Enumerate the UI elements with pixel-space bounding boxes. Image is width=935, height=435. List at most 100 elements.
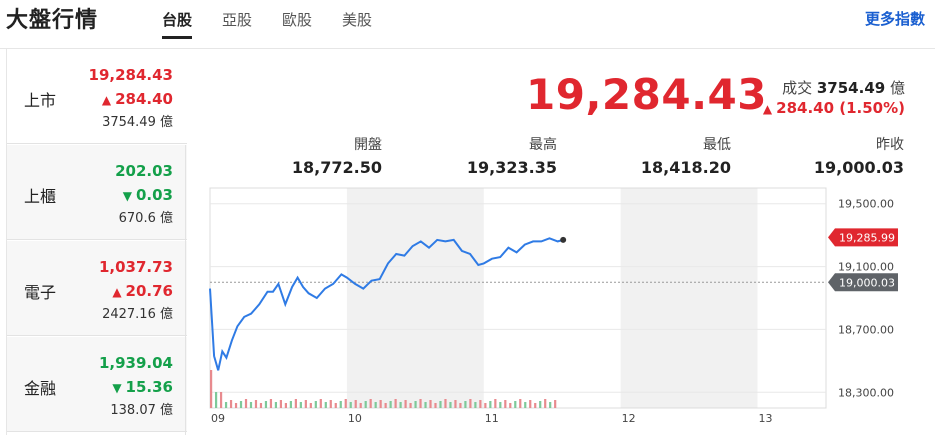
- volume-bar: [309, 403, 312, 408]
- volume-bar: [544, 399, 547, 408]
- volume-bar: [210, 370, 213, 408]
- volume-bar: [369, 399, 372, 408]
- volume-bar: [229, 400, 233, 408]
- more-indices-link[interactable]: 更多指數: [864, 10, 925, 28]
- y-tick-label: 18,700.00: [838, 323, 894, 336]
- trade-volume: 成交 3754.49 億: [782, 77, 905, 98]
- volume-bar: [449, 402, 452, 408]
- volume-bar: [384, 403, 387, 408]
- volume-bar: [239, 401, 243, 408]
- volume-bar: [469, 399, 472, 408]
- volume-bar: [424, 402, 427, 408]
- volume-bar: [324, 402, 327, 408]
- volume-bar: [399, 402, 402, 408]
- volume-bar: [374, 402, 377, 408]
- volume-bar: [454, 400, 457, 408]
- volume-bar: [549, 402, 552, 408]
- volume-bar: [414, 401, 417, 408]
- stat-label: 昨收: [876, 137, 904, 153]
- stat-open: 開盤 18,772.50: [222, 134, 382, 177]
- x-tick-label: 13: [759, 412, 773, 425]
- stat-label: 開盤: [354, 137, 382, 153]
- volume-bar: [434, 403, 437, 408]
- volume-bar: [354, 400, 357, 408]
- sidebar-item-listed[interactable]: 上市 19,284.43 284.40 3754.49 億: [7, 49, 187, 144]
- volume-value: 3754.49: [816, 79, 886, 97]
- volume-bar: [259, 403, 263, 408]
- volume-bar: [364, 401, 367, 408]
- y-tick-label: 18,300.00: [838, 386, 894, 399]
- hour-band: [620, 188, 758, 408]
- volume-bar: [509, 403, 512, 408]
- x-tick-label: 12: [622, 412, 636, 425]
- volume-bar: [429, 400, 432, 408]
- sidebar-item-label: 上櫃: [24, 187, 57, 206]
- volume-unit: 億: [889, 79, 905, 97]
- volume-bar: [279, 400, 283, 408]
- volume-bar: [244, 399, 248, 408]
- current-price: 19,284.43: [526, 70, 767, 119]
- volume-bar: [534, 403, 537, 408]
- stat-label: 最低: [703, 137, 731, 153]
- volume-bar: [524, 402, 527, 408]
- prev-close-label: 19,000.03: [839, 276, 895, 289]
- y-tick-label: 19,500.00: [838, 198, 894, 211]
- volume-bar: [214, 392, 218, 408]
- volume-bar: [219, 392, 223, 408]
- tab-asia[interactable]: 亞股: [222, 11, 253, 29]
- prev-close-tag: [828, 273, 898, 292]
- stat-value: 19,323.35: [466, 158, 557, 177]
- index-value: 202.03: [115, 162, 173, 180]
- index-volume: 138.07 億: [110, 403, 173, 418]
- stat-value: 19,000.03: [813, 158, 904, 177]
- sidebar-item-electronics[interactable]: 電子 1,037.73 20.76 2427.16 億: [7, 241, 187, 336]
- volume-bar: [514, 401, 517, 408]
- volume-bar: [519, 399, 522, 408]
- intraday-chart-svg: 19,500.00 19,100.00 18,700.00 18,300.00 09 10…: [209, 187, 898, 425]
- stat-prev-close: 昨收 19,000.03: [744, 134, 904, 177]
- volume-label: 成交: [782, 79, 813, 97]
- volume-bar: [529, 400, 532, 408]
- index-value: 1,037.73: [98, 258, 173, 276]
- tab-us[interactable]: 美股: [342, 11, 373, 29]
- volume-bar: [404, 400, 407, 408]
- volume-bar: [494, 399, 497, 408]
- sidebar-item-label: 電子: [24, 283, 57, 302]
- volume-bar: [504, 400, 507, 408]
- volume-bar: [484, 403, 487, 408]
- volume-bar: [334, 403, 337, 408]
- volume-bar: [294, 399, 297, 408]
- tab-europe[interactable]: 歐股: [282, 11, 313, 29]
- stat-label: 最高: [529, 137, 557, 153]
- volume-bar: [249, 402, 253, 408]
- volume-bar: [349, 402, 352, 408]
- index-volume: 2427.16 億: [102, 307, 173, 322]
- volume-bar: [304, 400, 307, 408]
- header-divider: [0, 48, 935, 49]
- tab-tw[interactable]: 台股: [162, 0, 222, 39]
- sidebar-item-label: 金融: [24, 379, 57, 398]
- price-line: [209, 237, 564, 371]
- volume-bar: [459, 403, 462, 408]
- index-value: 19,284.43: [88, 66, 173, 84]
- volume-bar: [339, 401, 342, 408]
- volume-bar: [269, 399, 273, 408]
- current-price-label: 19,285.99: [839, 231, 895, 244]
- price-change: 284.40 (1.50%): [763, 99, 905, 117]
- volume-bar: [274, 402, 278, 408]
- last-price-dot: [560, 236, 567, 243]
- volume-bar: [489, 401, 492, 408]
- index-value: 1,939.04: [98, 354, 173, 372]
- volume-bar: [409, 403, 412, 408]
- stat-low: 最低 18,418.20: [571, 134, 731, 177]
- sidebar-item-otc[interactable]: 上櫃 202.03 0.03 670.6 億: [7, 145, 187, 240]
- index-change: 284.40: [102, 90, 173, 108]
- volume-bar: [464, 401, 467, 408]
- intraday-chart[interactable]: 19,500.00 19,100.00 18,700.00 18,300.00 09 10…: [208, 186, 930, 426]
- volume-bar: [224, 402, 228, 408]
- x-tick-label: 10: [348, 412, 362, 425]
- sidebar-item-finance[interactable]: 金融 1,939.04 15.36 138.07 億: [7, 337, 187, 432]
- volume-bar: [394, 399, 397, 408]
- volume-bar: [314, 401, 317, 408]
- index-volume: 670.6 億: [118, 211, 173, 226]
